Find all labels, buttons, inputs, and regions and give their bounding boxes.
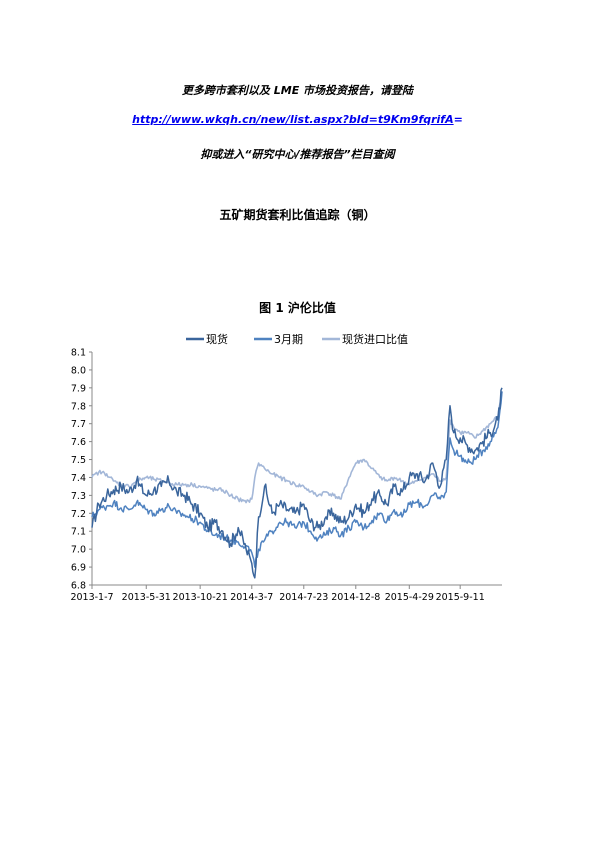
y-tick-label: 7.2 — [71, 509, 86, 520]
y-tick-label: 7.8 — [71, 401, 86, 412]
figure-title: 图 1 沪伦比值 — [259, 301, 336, 315]
y-tick-label: 7.1 — [71, 527, 86, 538]
series-line-spot — [91, 387, 503, 579]
legend-label-spot: 现货 — [206, 332, 228, 346]
y-tick-label: 8.1 — [71, 348, 86, 359]
y-tick-label: 7.7 — [71, 419, 86, 430]
y-tick-label: 7.0 — [71, 545, 86, 556]
y-tick-label: 6.8 — [71, 581, 86, 592]
report-link[interactable]: http://www.wkqh.cn/new/list.aspx?bId=t9K… — [132, 113, 454, 126]
y-tick-label: 7.4 — [71, 473, 86, 484]
link-line: http://www.wkqh.cn/new/list.aspx?bId=t9K… — [0, 113, 595, 126]
x-tick-label: 2013-5-31 — [122, 592, 171, 603]
x-tick-label: 2014-12-8 — [331, 592, 380, 603]
promo-text: 更多跨市套利以及 LME 市场投资报告，请登陆 — [181, 84, 414, 97]
y-tick-label: 7.3 — [71, 491, 86, 502]
x-tick-label: 2015-9-11 — [436, 592, 485, 603]
y-tick-label: 7.5 — [71, 455, 86, 466]
y-tick-label: 6.9 — [71, 563, 86, 574]
link-suffix: = — [453, 113, 463, 126]
x-tick-label: 2015-4-29 — [385, 592, 434, 603]
x-tick-label: 2013-10-21 — [173, 592, 228, 603]
legend-label-three_month: 3月期 — [274, 333, 303, 346]
series-line-three_month — [91, 391, 503, 568]
x-tick-label: 2014-3-7 — [230, 592, 273, 603]
ratio-line-chart: 6.8 6.9 7.0 7.1 7.2 7.3 7.4 7.5 7.6 7.7 7.8 7.9 8.0 8… — [70, 332, 503, 603]
y-tick-label: 8.0 — [71, 365, 86, 376]
x-tick-label: 2013-1-7 — [70, 592, 113, 603]
document-title: 五矿期货套利比值追踪（铜） — [219, 208, 376, 222]
x-tick-label: 2014-7-23 — [279, 592, 328, 603]
series-line-import — [91, 391, 503, 504]
y-tick-label: 7.6 — [71, 437, 86, 448]
legend-label-import: 现货进口比值 — [342, 332, 408, 346]
research-center-text: 抑或进入“研究中心/推荐报告”栏目查阅 — [200, 148, 395, 161]
y-tick-label: 7.9 — [71, 383, 86, 394]
